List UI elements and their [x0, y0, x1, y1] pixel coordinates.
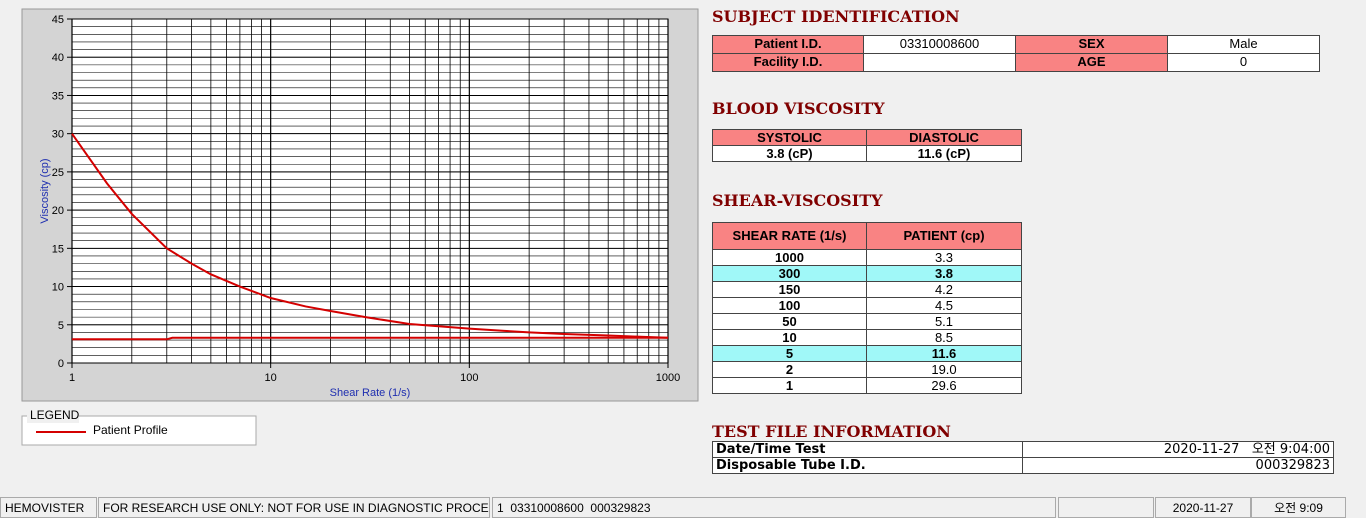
y-tick-label: 25 — [52, 167, 64, 179]
value-cell: 03310008600 — [863, 35, 1016, 54]
table-cell: 3.8 — [866, 265, 1022, 282]
header-cell: SHEAR RATE (1/s) — [712, 222, 867, 250]
legend-title-bg — [27, 409, 79, 423]
x-tick-label: 1000 — [656, 372, 680, 384]
y-tick-label: 5 — [58, 320, 64, 332]
series-line — [71, 133, 669, 339]
status-cell: 오전 9:09 — [1251, 497, 1346, 518]
table-cell: 2 — [712, 361, 867, 378]
value-cell — [863, 53, 1016, 72]
x-axis-label: Shear Rate (1/s) — [330, 387, 411, 399]
table-cell: 5.1 — [866, 313, 1022, 330]
status-cell: HEMOVISTER — [0, 497, 97, 518]
y-tick-label: 0 — [58, 358, 64, 370]
table-cell: 1000 — [712, 249, 867, 266]
table-cell: 29.6 — [866, 377, 1022, 394]
table-cell: 8.5 — [866, 329, 1022, 346]
header-cell: PATIENT (cp) — [866, 222, 1022, 250]
table-cell: 4.2 — [866, 281, 1022, 298]
x-tick-label: 10 — [265, 372, 277, 384]
header-cell: SYSTOLIC — [712, 129, 867, 146]
section-title: SHEAR-VISCOSITY — [712, 191, 883, 210]
section-title: SUBJECT IDENTIFICATION — [712, 7, 960, 26]
label-cell: AGE — [1015, 53, 1168, 72]
section-title: BLOOD VISCOSITY — [712, 99, 885, 118]
table-cell: 150 — [712, 281, 867, 298]
table-cell: 10 — [712, 329, 867, 346]
plot-border — [71, 18, 669, 364]
table-cell: 300 — [712, 265, 867, 282]
x-tick-label: 100 — [460, 372, 478, 384]
table-cell: 100 — [712, 297, 867, 314]
table-cell: Disposable Tube I.D. — [712, 457, 1023, 474]
status-spacer — [1058, 497, 1154, 518]
header-cell: DIASTOLIC — [866, 129, 1022, 146]
chart: Shear Rate (1/s) Viscosity (cp) LEGEND P… — [21, 8, 699, 446]
y-tick-label: 45 — [52, 14, 64, 26]
status-cell: 1 03310008600 000329823 — [492, 497, 1056, 518]
status-cell: FOR RESEARCH USE ONLY: NOT FOR USE IN DI… — [98, 497, 490, 518]
y-tick-label: 30 — [52, 129, 64, 141]
label-cell: SEX — [1015, 35, 1168, 54]
section-title: TEST FILE INFORMATION — [712, 422, 951, 441]
y-tick-label: 40 — [52, 52, 64, 64]
value-cell: 0 — [1167, 53, 1320, 72]
value-cell: 3.8 (cP) — [712, 145, 867, 162]
y-tick-label: 15 — [52, 243, 64, 255]
y-axis-label: Viscosity (cp) — [39, 158, 51, 223]
table-cell: 000329823 — [1022, 457, 1334, 474]
y-tick-label: 10 — [52, 282, 64, 294]
table-cell: 4.5 — [866, 297, 1022, 314]
legend-title: LEGEND — [30, 408, 80, 422]
table-cell: 2020-11-27 오전 9:04:00 — [1022, 441, 1334, 458]
series-line — [72, 336, 668, 341]
y-tick-label: 35 — [52, 90, 64, 102]
value-cell: 11.6 (cP) — [866, 145, 1022, 162]
label-cell: Patient I.D. — [712, 35, 864, 54]
table-cell: 5 — [712, 345, 867, 362]
value-cell: Male — [1167, 35, 1320, 54]
table-cell: 1 — [712, 377, 867, 394]
status-cell: 2020-11-27 — [1155, 497, 1251, 518]
legend-label: Patient Profile — [93, 423, 168, 437]
label-cell: Facility I.D. — [712, 53, 864, 72]
table-cell: 19.0 — [866, 361, 1022, 378]
table-cell: Date/Time Test — [712, 441, 1023, 458]
table-cell: 50 — [712, 313, 867, 330]
y-tick-label: 20 — [52, 205, 64, 217]
plot-area — [72, 19, 668, 363]
x-tick-label: 1 — [69, 372, 75, 384]
table-cell: 3.3 — [866, 249, 1022, 266]
table-cell: 11.6 — [866, 345, 1022, 362]
